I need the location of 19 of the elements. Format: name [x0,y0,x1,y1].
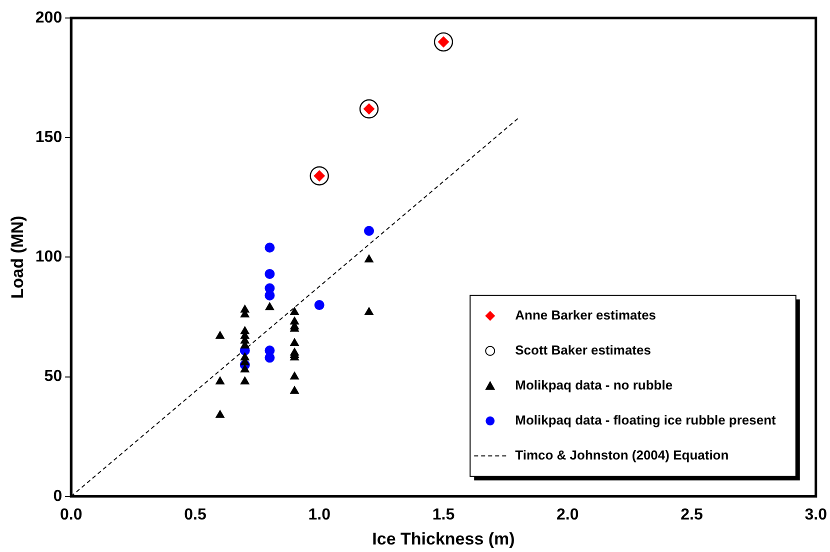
y-tick-label: 150 [35,129,62,146]
legend-label: Molikpaq data - floating ice rubble present [515,412,777,428]
legend-label: Molikpaq data - no rubble [515,377,673,392]
y-tick-label: 200 [35,9,62,26]
y-tick-label: 0 [53,488,62,505]
y-axis-title: Load (MN) [8,216,27,299]
y-tick-label: 50 [44,368,62,386]
x-tick-label: 1.0 [308,506,331,524]
x-tick-label: 2.5 [680,506,703,524]
x-axis-title: Ice Thickness (m) [372,529,515,548]
x-tick-label: 0.0 [60,506,82,524]
legend-label: Anne Barker estimates [515,307,656,322]
x-tick-label: 1.5 [432,506,455,524]
x-tick-label: 2.0 [556,506,579,524]
legend-label: Scott Baker estimates [515,342,651,358]
x-tick-label: 0.5 [184,506,206,524]
y-tick-label: 100 [35,248,62,266]
x-tick-label: 3.0 [804,506,828,524]
legend-label: Timco & Johnston (2004) Equation [515,447,729,462]
